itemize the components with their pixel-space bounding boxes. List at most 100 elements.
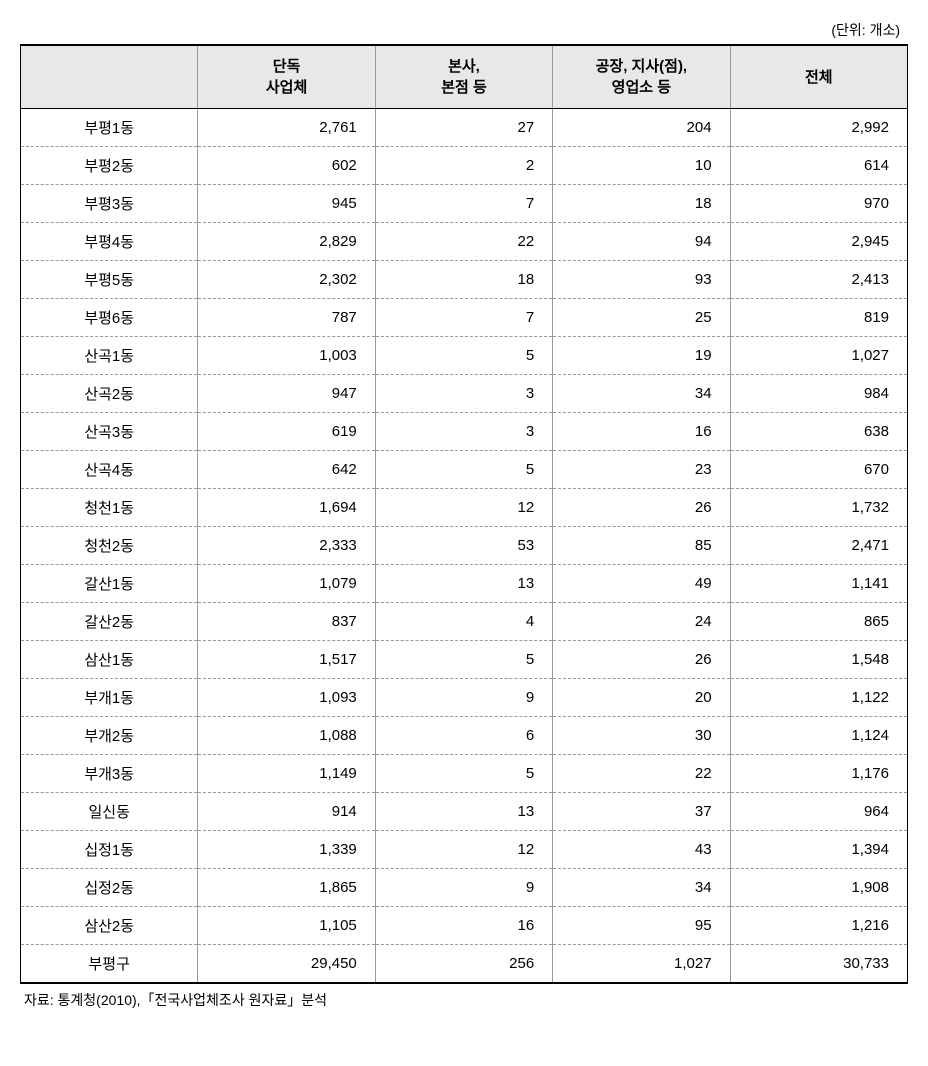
table-row: 산곡3동619316638: [21, 413, 908, 451]
cell-col3: 19: [553, 337, 730, 375]
cell-col2: 9: [375, 869, 552, 907]
table-row: 부평구29,4502561,02730,733: [21, 945, 908, 984]
cell-region: 산곡2동: [21, 375, 198, 413]
cell-col4: 2,992: [730, 109, 907, 147]
cell-col4: 1,176: [730, 755, 907, 793]
cell-col3: 20: [553, 679, 730, 717]
cell-col3: 95: [553, 907, 730, 945]
cell-col2: 5: [375, 451, 552, 489]
cell-region: 부평4동: [21, 223, 198, 261]
cell-col3: 94: [553, 223, 730, 261]
cell-col3: 34: [553, 869, 730, 907]
cell-col2: 3: [375, 375, 552, 413]
cell-col4: 2,413: [730, 261, 907, 299]
cell-col2: 5: [375, 755, 552, 793]
table-row: 부평3동945718970: [21, 185, 908, 223]
cell-col3: 26: [553, 641, 730, 679]
cell-col3: 1,027: [553, 945, 730, 984]
cell-col1: 619: [198, 413, 375, 451]
cell-region: 십정1동: [21, 831, 198, 869]
cell-col4: 1,124: [730, 717, 907, 755]
cell-region: 산곡1동: [21, 337, 198, 375]
cell-col3: 22: [553, 755, 730, 793]
cell-col3: 24: [553, 603, 730, 641]
cell-col4: 1,732: [730, 489, 907, 527]
cell-region: 부평6동: [21, 299, 198, 337]
cell-col4: 1,122: [730, 679, 907, 717]
cell-region: 삼산1동: [21, 641, 198, 679]
cell-col4: 1,394: [730, 831, 907, 869]
cell-col3: 30: [553, 717, 730, 755]
cell-col3: 204: [553, 109, 730, 147]
cell-region: 십정2동: [21, 869, 198, 907]
cell-col1: 787: [198, 299, 375, 337]
table-row: 부개3동1,1495221,176: [21, 755, 908, 793]
cell-col2: 2: [375, 147, 552, 185]
cell-col2: 12: [375, 831, 552, 869]
source-note: 자료: 통계청(2010),「전국사업체조사 원자료」분석: [20, 990, 908, 1010]
cell-col2: 13: [375, 565, 552, 603]
cell-col4: 30,733: [730, 945, 907, 984]
cell-col2: 5: [375, 641, 552, 679]
unit-label: (단위: 개소): [20, 20, 908, 40]
header-col2: 본사,본점 등: [375, 45, 552, 109]
cell-col1: 2,333: [198, 527, 375, 565]
cell-col1: 1,079: [198, 565, 375, 603]
table-row: 산곡4동642523670: [21, 451, 908, 489]
cell-col1: 1,088: [198, 717, 375, 755]
table-row: 일신동9141337964: [21, 793, 908, 831]
cell-col1: 1,865: [198, 869, 375, 907]
cell-col1: 1,105: [198, 907, 375, 945]
cell-region: 부평구: [21, 945, 198, 984]
cell-col4: 670: [730, 451, 907, 489]
cell-col4: 970: [730, 185, 907, 223]
header-region: [21, 45, 198, 109]
cell-col3: 49: [553, 565, 730, 603]
header-col1: 단독사업체: [198, 45, 375, 109]
cell-col2: 4: [375, 603, 552, 641]
table-row: 청천2동2,33353852,471: [21, 527, 908, 565]
cell-col1: 2,761: [198, 109, 375, 147]
cell-col1: 947: [198, 375, 375, 413]
cell-col4: 1,908: [730, 869, 907, 907]
cell-col4: 819: [730, 299, 907, 337]
cell-col4: 865: [730, 603, 907, 641]
cell-col4: 614: [730, 147, 907, 185]
cell-region: 부평1동: [21, 109, 198, 147]
cell-col2: 6: [375, 717, 552, 755]
cell-col1: 914: [198, 793, 375, 831]
cell-region: 일신동: [21, 793, 198, 831]
cell-col1: 1,517: [198, 641, 375, 679]
cell-col1: 1,093: [198, 679, 375, 717]
table-header-row: 단독사업체 본사,본점 등 공장, 지사(점),영업소 등 전체: [21, 45, 908, 109]
cell-col4: 984: [730, 375, 907, 413]
table-row: 갈산1동1,07913491,141: [21, 565, 908, 603]
table-row: 십정2동1,8659341,908: [21, 869, 908, 907]
cell-col3: 26: [553, 489, 730, 527]
table-row: 산곡1동1,0035191,027: [21, 337, 908, 375]
cell-col4: 638: [730, 413, 907, 451]
cell-col1: 1,149: [198, 755, 375, 793]
header-col3: 공장, 지사(점),영업소 등: [553, 45, 730, 109]
table-row: 부평4동2,82922942,945: [21, 223, 908, 261]
table-row: 산곡2동947334984: [21, 375, 908, 413]
table-row: 부평5동2,30218932,413: [21, 261, 908, 299]
cell-col1: 29,450: [198, 945, 375, 984]
cell-col1: 1,003: [198, 337, 375, 375]
cell-col2: 16: [375, 907, 552, 945]
cell-col1: 945: [198, 185, 375, 223]
cell-region: 부개1동: [21, 679, 198, 717]
cell-region: 산곡3동: [21, 413, 198, 451]
cell-col3: 43: [553, 831, 730, 869]
table-row: 부개1동1,0939201,122: [21, 679, 908, 717]
cell-col1: 602: [198, 147, 375, 185]
cell-col3: 16: [553, 413, 730, 451]
cell-col3: 18: [553, 185, 730, 223]
table-row: 삼산1동1,5175261,548: [21, 641, 908, 679]
cell-col2: 256: [375, 945, 552, 984]
cell-col1: 1,694: [198, 489, 375, 527]
table-row: 부평1동2,761272042,992: [21, 109, 908, 147]
cell-col3: 23: [553, 451, 730, 489]
cell-region: 부개2동: [21, 717, 198, 755]
cell-region: 산곡4동: [21, 451, 198, 489]
